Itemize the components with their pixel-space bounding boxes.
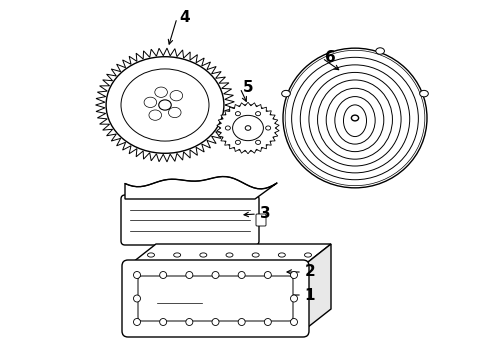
Ellipse shape [186, 319, 193, 325]
Ellipse shape [420, 90, 428, 97]
Ellipse shape [170, 90, 183, 101]
Ellipse shape [121, 69, 209, 141]
Polygon shape [128, 244, 331, 266]
Ellipse shape [171, 109, 178, 116]
Ellipse shape [235, 140, 241, 144]
Ellipse shape [282, 90, 290, 97]
Ellipse shape [291, 295, 297, 302]
Ellipse shape [245, 126, 251, 130]
Ellipse shape [238, 271, 245, 279]
Ellipse shape [157, 89, 165, 95]
Ellipse shape [376, 48, 385, 54]
Polygon shape [303, 244, 331, 331]
Ellipse shape [172, 93, 180, 99]
Ellipse shape [318, 80, 392, 159]
Polygon shape [217, 102, 279, 154]
Ellipse shape [238, 319, 245, 325]
Ellipse shape [225, 126, 230, 130]
Text: 3: 3 [260, 207, 270, 221]
Ellipse shape [283, 48, 427, 188]
Ellipse shape [169, 107, 181, 118]
Ellipse shape [212, 271, 219, 279]
Polygon shape [125, 176, 277, 199]
FancyBboxPatch shape [121, 195, 259, 245]
Ellipse shape [151, 112, 159, 118]
Ellipse shape [106, 57, 224, 153]
Ellipse shape [147, 253, 154, 257]
Ellipse shape [256, 112, 261, 116]
Ellipse shape [326, 88, 384, 152]
Text: 4: 4 [180, 10, 190, 26]
Ellipse shape [220, 105, 276, 151]
Ellipse shape [144, 97, 157, 108]
Ellipse shape [278, 253, 285, 257]
Ellipse shape [343, 105, 367, 136]
Ellipse shape [160, 319, 167, 325]
Ellipse shape [186, 271, 193, 279]
Ellipse shape [309, 72, 401, 166]
Ellipse shape [173, 253, 181, 257]
Ellipse shape [133, 271, 141, 279]
Ellipse shape [159, 100, 171, 110]
Ellipse shape [155, 87, 168, 97]
Ellipse shape [264, 319, 271, 325]
Text: 6: 6 [325, 50, 335, 66]
FancyBboxPatch shape [256, 214, 266, 226]
Ellipse shape [160, 271, 167, 279]
Ellipse shape [233, 115, 264, 141]
Ellipse shape [285, 50, 425, 186]
Polygon shape [96, 48, 234, 162]
Ellipse shape [133, 319, 141, 325]
Ellipse shape [256, 140, 261, 144]
Ellipse shape [266, 126, 270, 130]
Ellipse shape [212, 319, 219, 325]
Ellipse shape [335, 96, 375, 144]
Ellipse shape [149, 110, 162, 120]
Ellipse shape [252, 253, 259, 257]
Text: 1: 1 [305, 288, 315, 302]
Ellipse shape [235, 112, 241, 116]
Ellipse shape [264, 271, 271, 279]
Ellipse shape [200, 253, 207, 257]
Ellipse shape [291, 319, 297, 325]
FancyBboxPatch shape [138, 276, 293, 321]
Ellipse shape [226, 253, 233, 257]
Ellipse shape [147, 99, 154, 105]
Ellipse shape [133, 295, 141, 302]
Ellipse shape [292, 57, 418, 180]
Ellipse shape [351, 115, 359, 121]
Text: 2: 2 [305, 265, 316, 279]
Text: 5: 5 [243, 81, 253, 95]
Ellipse shape [291, 271, 297, 279]
FancyBboxPatch shape [122, 260, 309, 337]
Ellipse shape [300, 65, 410, 173]
Ellipse shape [304, 253, 312, 257]
